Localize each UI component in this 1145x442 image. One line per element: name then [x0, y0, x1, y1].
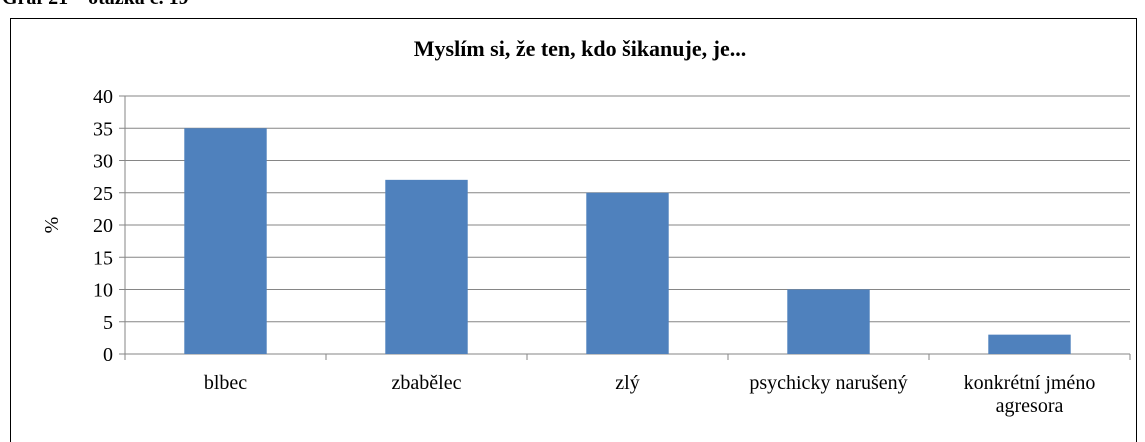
- y-tick-label: 35: [93, 118, 113, 140]
- y-tick-label: 5: [103, 312, 113, 334]
- bar: [586, 192, 669, 354]
- bar: [988, 334, 1071, 354]
- x-tick-label: zlý: [615, 372, 640, 394]
- y-tick-label: 20: [93, 215, 113, 237]
- chart-title: Myslím si, že ten, kdo šikanuje, je...: [414, 36, 746, 61]
- x-tick-label: zbabělec: [391, 372, 462, 394]
- y-tick-label: 0: [103, 344, 113, 366]
- y-tick-label: 40: [93, 86, 113, 108]
- y-tick-label: 15: [93, 247, 113, 269]
- y-tick-label: 30: [93, 151, 113, 173]
- bar: [385, 179, 468, 354]
- y-tick-label: 10: [93, 280, 113, 302]
- x-tick-label: konkrétní jméno agresora: [963, 372, 1096, 417]
- x-tick-label: blbec: [203, 372, 248, 394]
- y-axis-label: %: [41, 217, 63, 234]
- y-tick-label: 25: [93, 183, 113, 205]
- bar: [184, 128, 267, 354]
- caption: Graf 21 – otázka č. 19: [2, 0, 189, 10]
- bar: [787, 289, 870, 354]
- x-tick-label: psychicky narušený: [749, 372, 908, 394]
